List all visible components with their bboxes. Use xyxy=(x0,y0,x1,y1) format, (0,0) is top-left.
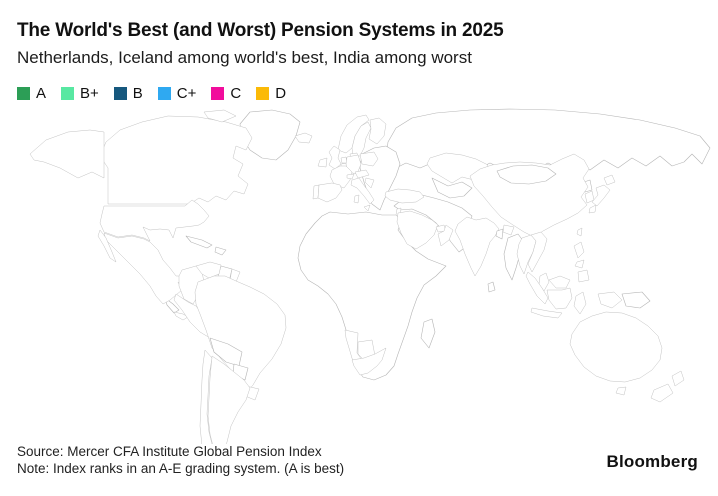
legend-item-b-plus: B+ xyxy=(61,85,99,102)
country-poland xyxy=(359,151,379,167)
country-argentina xyxy=(207,355,251,459)
country-indonesia-sulawesi xyxy=(573,291,587,315)
chart-title: The World's Best (and Worst) Pension Sys… xyxy=(17,20,504,41)
landmass-mongolia-overlay xyxy=(496,164,557,185)
legend-label-b-plus: B+ xyxy=(80,85,99,102)
landmass-cuba xyxy=(185,235,213,249)
landmass-hispaniola xyxy=(214,246,227,256)
country-italy xyxy=(350,177,375,205)
legend-swatch-b-icon xyxy=(113,87,127,100)
country-japan-hokkaido xyxy=(603,174,616,186)
landmass-central-asia xyxy=(431,177,473,199)
country-france xyxy=(329,165,353,189)
legend-swatch-b-plus-icon xyxy=(61,87,75,100)
source-text: Source: Mercer CFA Institute Global Pens… xyxy=(17,444,322,459)
country-usa-alaska xyxy=(29,129,105,179)
country-ireland xyxy=(317,157,328,168)
world-map-container xyxy=(0,108,718,463)
country-mexico-baja xyxy=(97,229,117,263)
country-india xyxy=(454,216,500,277)
legend-swatch-c-icon xyxy=(211,87,225,100)
grade-legend: A B+ B C+ C D xyxy=(17,85,301,102)
country-malaysia-borneo xyxy=(548,275,571,289)
country-spain xyxy=(317,182,343,203)
country-iceland xyxy=(294,132,313,144)
country-philippines-luzon xyxy=(573,241,585,259)
country-croatia xyxy=(364,177,375,189)
country-japan-kyushu xyxy=(588,204,597,214)
country-malaysia-peninsula xyxy=(538,272,550,292)
country-venezuela xyxy=(195,261,222,279)
country-usa xyxy=(99,199,210,242)
country-norway xyxy=(337,114,370,154)
legend-item-c: C xyxy=(211,85,241,102)
country-new-zealand-south xyxy=(650,383,674,403)
country-switzerland xyxy=(346,173,355,180)
country-indonesia-papua xyxy=(597,291,623,309)
country-indonesia-java xyxy=(530,307,563,319)
chart-subtitle: Netherlands, Iceland among world's best,… xyxy=(17,48,472,67)
country-australia-tasmania xyxy=(615,386,627,396)
country-philippines-visayas xyxy=(574,259,585,269)
country-turkey xyxy=(384,188,425,204)
country-indonesia-kalimantan xyxy=(546,287,573,310)
legend-label-d: D xyxy=(275,85,287,102)
country-panama xyxy=(173,311,189,321)
legend-item-d: D xyxy=(256,85,286,102)
landmass-africa xyxy=(297,211,447,381)
landmass-bangladesh xyxy=(495,228,504,240)
country-vietnam xyxy=(527,231,548,273)
country-united-kingdom xyxy=(328,145,342,170)
legend-label-c: C xyxy=(230,85,242,102)
legend-label-b: B xyxy=(132,85,143,102)
legend-item-b: B xyxy=(113,85,143,102)
legend-swatch-d-icon xyxy=(256,87,270,100)
bloomberg-logo: Bloomberg xyxy=(606,452,698,471)
landmass-madagascar xyxy=(420,318,436,349)
country-italy-sicily xyxy=(363,204,371,212)
country-finland xyxy=(368,117,387,145)
country-philippines-mindanao xyxy=(577,269,590,283)
legend-swatch-c-plus-icon xyxy=(157,87,171,100)
country-australia xyxy=(569,311,663,383)
world-map xyxy=(29,108,711,463)
landmass-sri-lanka xyxy=(487,281,496,293)
legend-label-a: A xyxy=(36,85,47,102)
landmass-papua-new-guinea xyxy=(621,291,651,309)
note-text: Note: Index ranks in an A-E grading syst… xyxy=(17,461,345,476)
legend-item-c-plus: C+ xyxy=(157,85,197,102)
landmass-central-america xyxy=(164,297,180,314)
country-saudi-arabia xyxy=(396,210,439,250)
country-italy-sardinia xyxy=(353,194,360,204)
country-brazil xyxy=(194,275,287,393)
country-japan-honshu xyxy=(591,184,611,207)
country-indonesia-sumatra xyxy=(525,271,549,305)
country-austria xyxy=(354,169,370,179)
country-taiwan xyxy=(576,227,583,237)
country-canada-arctic-islands xyxy=(203,109,237,123)
country-india-northeast xyxy=(502,224,515,236)
country-mexico xyxy=(103,232,191,305)
country-south-africa xyxy=(351,347,387,376)
country-new-zealand-north xyxy=(671,370,685,387)
legend-label-c-plus: C+ xyxy=(176,85,197,102)
landmass-paraguay-overlay xyxy=(232,363,249,381)
legend-item-a: A xyxy=(17,85,46,102)
country-oman xyxy=(437,224,454,247)
country-canada xyxy=(99,115,253,205)
legend-swatch-a-icon xyxy=(17,87,30,100)
